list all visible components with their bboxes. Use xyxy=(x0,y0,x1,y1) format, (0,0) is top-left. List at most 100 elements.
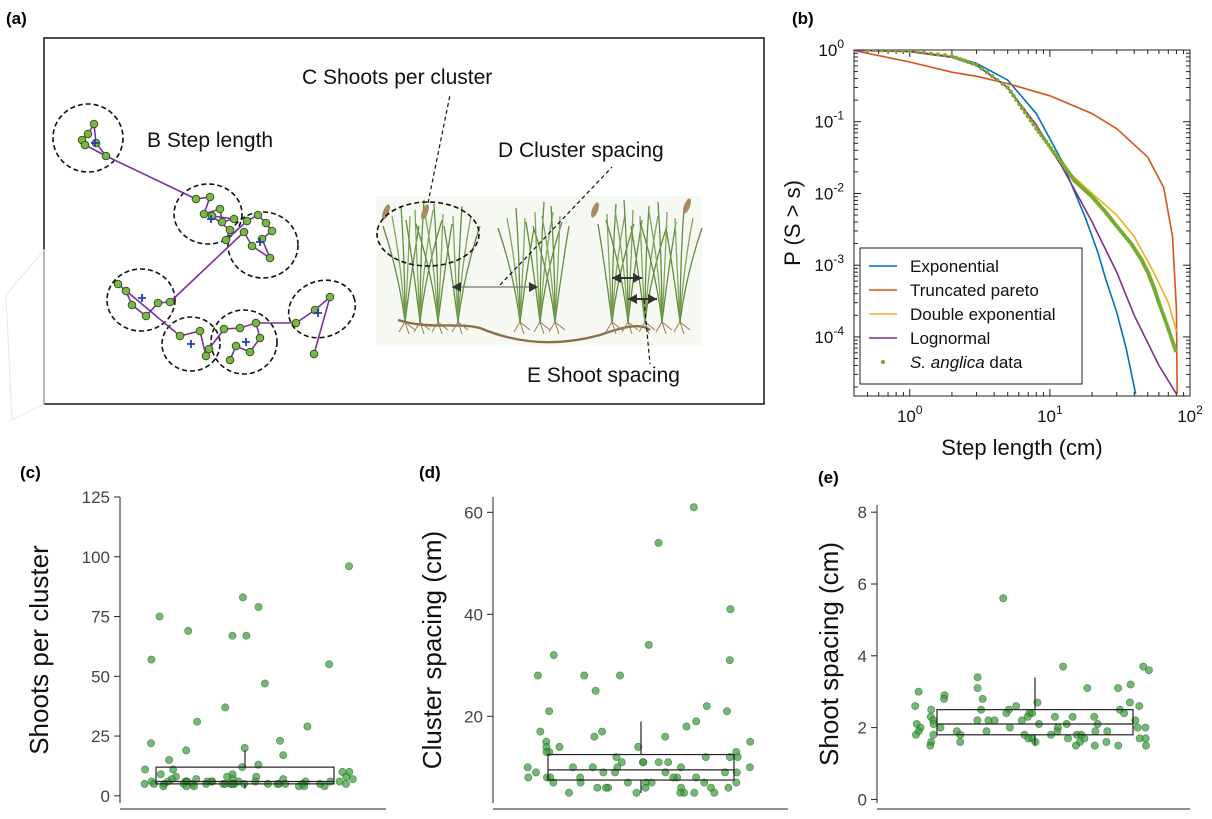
data-point xyxy=(1020,106,1024,111)
data-point xyxy=(147,655,156,664)
grass-blade xyxy=(661,211,668,323)
grass-blade xyxy=(611,203,617,323)
data-point xyxy=(647,778,656,787)
cluster-circle xyxy=(210,309,278,375)
data-point xyxy=(155,612,164,621)
grass-blade xyxy=(443,225,459,323)
data-point xyxy=(1051,149,1056,154)
y-tick-label: 20 xyxy=(464,707,483,726)
shoot-point xyxy=(251,318,261,328)
grass-blade xyxy=(404,215,411,323)
data-point xyxy=(1017,101,1022,106)
exponent: 2 xyxy=(1196,403,1203,417)
grass-blade xyxy=(532,225,556,323)
data-point xyxy=(669,773,678,782)
data-point xyxy=(677,763,686,772)
data-point xyxy=(228,631,237,640)
cluster-centroid-marker xyxy=(187,340,195,348)
data-point xyxy=(879,50,884,53)
data-point xyxy=(1049,146,1054,151)
grass-blade xyxy=(433,203,439,323)
data-point xyxy=(348,775,357,784)
data-point xyxy=(911,730,920,739)
legend-label: Exponential xyxy=(910,257,999,276)
shoot-point xyxy=(255,333,265,343)
shoot-point xyxy=(242,216,252,226)
root xyxy=(548,321,566,335)
data-point xyxy=(661,768,670,777)
data-point xyxy=(928,51,933,56)
grass-blade xyxy=(519,227,535,323)
grass-blade xyxy=(665,227,681,323)
shoot-point xyxy=(89,119,99,129)
grass-blade xyxy=(550,205,556,323)
data-point xyxy=(926,741,935,750)
faint-photo-edge xyxy=(5,248,45,421)
data-point xyxy=(914,687,923,696)
data-point xyxy=(726,605,735,614)
panel-a-schematic: B Step length C Shoots per cluster D Clu… xyxy=(5,37,765,421)
data-point xyxy=(725,656,734,665)
grass-blade xyxy=(679,207,685,323)
grass-blade xyxy=(644,215,659,323)
data-point xyxy=(701,753,710,762)
cluster-centroid-marker xyxy=(242,338,250,346)
grass-blade xyxy=(437,223,453,323)
panel-label-c: (c) xyxy=(20,463,41,482)
data-point xyxy=(942,53,947,58)
grass-blade xyxy=(674,217,681,323)
grass-blade xyxy=(657,201,663,323)
arrow-head xyxy=(633,273,642,283)
shoot-point xyxy=(225,355,235,365)
data-point xyxy=(1090,741,1099,750)
data-point xyxy=(973,684,982,693)
data-point xyxy=(929,730,938,739)
data-point xyxy=(549,651,558,660)
data-point xyxy=(907,50,912,53)
data-point xyxy=(641,783,650,792)
leader-shoot-spacing xyxy=(643,299,651,365)
data-point xyxy=(990,716,999,725)
shoot-point xyxy=(231,341,241,351)
data-point xyxy=(590,732,599,741)
panel-c-shoots-per-cluster: 0 25 50 75 100 125 Shoots per cluster xyxy=(24,488,386,810)
seed-head xyxy=(382,204,390,220)
grass-blade xyxy=(497,227,521,323)
data-point xyxy=(320,782,329,791)
data-point xyxy=(1064,734,1073,743)
cluster-centroid-marker xyxy=(314,309,322,317)
grass-blade xyxy=(639,215,646,323)
data-point xyxy=(533,671,542,680)
cluster-centroid-marker xyxy=(91,139,99,147)
label-shoots-per-cluster: C Shoots per cluster xyxy=(302,66,492,89)
root xyxy=(533,321,551,335)
grass-blade xyxy=(391,215,406,323)
exponent: -2 xyxy=(833,180,844,194)
step-line xyxy=(225,220,248,241)
grass-blade xyxy=(457,205,463,323)
y-tick-label: 125 xyxy=(82,488,110,507)
x-tick-label: 100 xyxy=(897,403,923,426)
data-point xyxy=(634,742,643,751)
y-tick-label: 0 xyxy=(858,790,867,809)
shoot-point xyxy=(191,194,201,204)
data-point xyxy=(555,742,564,751)
data-point xyxy=(238,593,247,602)
data-point xyxy=(690,788,699,797)
legend-box xyxy=(859,247,1083,385)
data-point xyxy=(242,631,251,640)
data-point xyxy=(702,702,711,711)
data-point xyxy=(159,782,168,791)
data-point xyxy=(1114,741,1123,750)
root xyxy=(398,321,416,335)
leader-shoots-per-cluster xyxy=(427,94,451,204)
data-point xyxy=(165,756,174,765)
data-point xyxy=(1053,727,1062,736)
y-tick-label: 40 xyxy=(464,605,483,624)
cluster-circle xyxy=(52,103,124,173)
data-point xyxy=(1005,723,1014,732)
data-point xyxy=(973,673,982,682)
data-point xyxy=(999,594,1008,603)
leader-cluster-spacing xyxy=(499,166,613,286)
data-point xyxy=(973,716,982,725)
